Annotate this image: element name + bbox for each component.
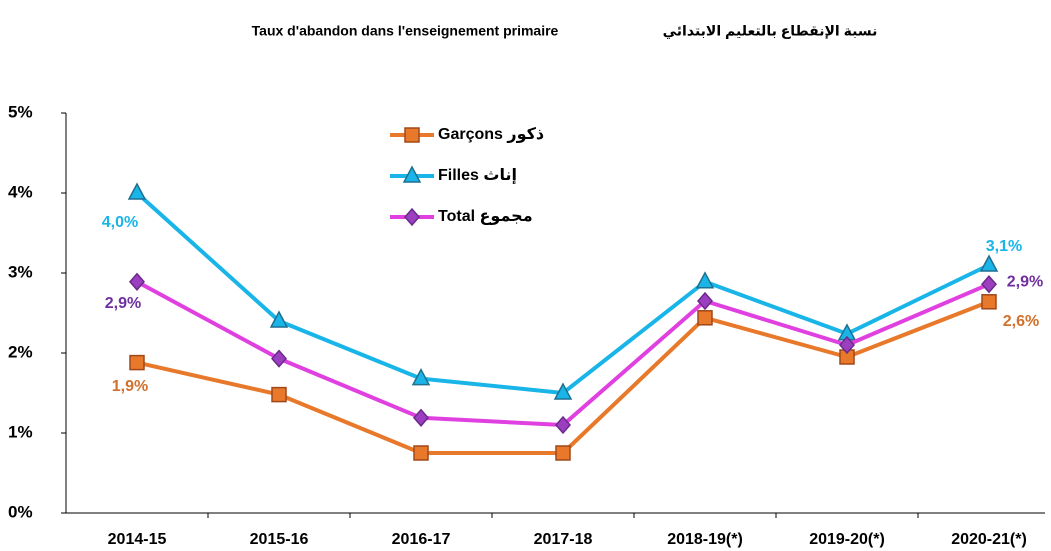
y-tick-label: 0%: [8, 502, 33, 521]
y-tick-label: 3%: [8, 262, 33, 281]
y-tick-label: 5%: [8, 102, 33, 121]
marker: [127, 182, 147, 200]
data-label: 2,6%: [1003, 313, 1039, 330]
x-tick-label: 2020-21(*): [951, 531, 1027, 548]
marker: [981, 275, 997, 294]
x-tick-label: 2019-20(*): [809, 531, 885, 548]
series-line: [135, 191, 990, 395]
data-label: 1,9%: [112, 378, 148, 395]
marker: [129, 272, 145, 291]
marker: [839, 335, 855, 355]
legend-marker: [402, 165, 422, 183]
legend-marker: [404, 127, 420, 143]
legend-label: Total مجموع: [438, 208, 533, 225]
marker: [979, 254, 999, 272]
legend-marker: [404, 207, 420, 227]
x-tick-label: 2016-17: [392, 531, 451, 548]
x-tick-label: 2018-19(*): [667, 531, 743, 548]
chart-subtitle: نسبة الإنقطاع بالتعليم الابتدائي: [663, 23, 878, 40]
marker: [411, 368, 431, 386]
marker: [555, 415, 571, 435]
x-tick-label: 2015-16: [250, 531, 309, 548]
marker: [555, 445, 571, 461]
y-tick-label: 1%: [8, 422, 33, 441]
marker: [413, 445, 429, 461]
marker: [695, 271, 715, 289]
chart-title: Taux d'abandon dans l'enseignement prima…: [252, 23, 559, 39]
x-tick-label: 2014-15: [108, 531, 167, 548]
legend-label: Garçons ذكور: [438, 126, 544, 143]
marker: [271, 349, 287, 368]
y-tick-label: 4%: [8, 182, 33, 201]
data-label: 2,9%: [1007, 273, 1043, 290]
marker: [271, 386, 287, 403]
marker: [413, 408, 429, 427]
y-tick-label: 2%: [8, 342, 33, 361]
marker: [269, 310, 289, 328]
marker: [129, 354, 145, 371]
marker: [981, 294, 997, 310]
marker: [697, 291, 713, 311]
marker: [697, 310, 713, 326]
x-tick-label: 2017-18: [534, 531, 593, 548]
data-label: 4,0%: [102, 214, 138, 231]
marker: [553, 382, 573, 400]
legend-label: Filles إناث: [438, 167, 517, 184]
data-label: 3,1%: [986, 238, 1022, 255]
data-label: 2,9%: [105, 295, 141, 312]
